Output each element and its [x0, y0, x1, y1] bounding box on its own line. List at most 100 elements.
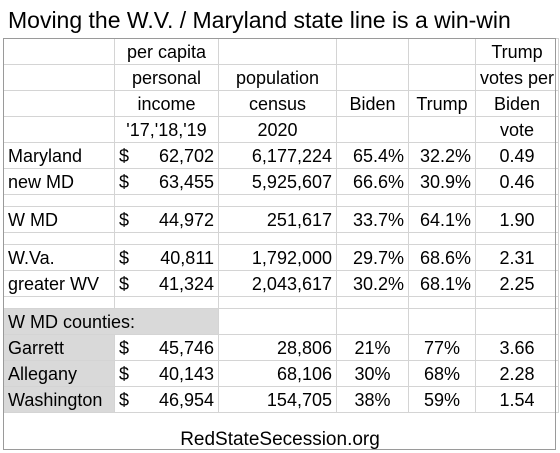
ratio-cell: 2.31 — [474, 244, 560, 271]
population-cell: 1,792,000 — [218, 244, 337, 271]
region-name: W.Va. — [3, 244, 115, 271]
income-value: 62,702 — [158, 145, 214, 166]
income-cell: $40,811 — [114, 244, 219, 271]
header-empty-cell — [3, 64, 115, 91]
income-value: 45,746 — [158, 337, 214, 358]
trump-cell: 68% — [408, 360, 476, 387]
table-row: Garrett $45,746 28,806 21% 77% 3.66 — [3, 334, 560, 361]
income-cell: $63,455 — [114, 168, 219, 195]
header-cell-biden: Biden — [336, 90, 409, 117]
biden-cell: 30% — [336, 360, 409, 387]
currency-symbol: $ — [119, 145, 130, 166]
header-empty-cell — [3, 90, 115, 117]
header-cell-population: census — [218, 90, 337, 117]
header-row: personal population votes per — [3, 64, 560, 91]
table-row: W.Va. $40,811 1,792,000 29.7% 68.6% 2.31 — [3, 244, 560, 271]
table-row: new MD $63,455 5,925,607 66.6% 30.9% 0.4… — [3, 168, 560, 195]
header-empty-cell — [408, 116, 476, 143]
table-row: Maryland $62,702 6,177,224 65.4% 32.2% 0… — [3, 142, 560, 169]
population-cell: 2,043,617 — [218, 270, 337, 297]
population-cell: 154,705 — [218, 386, 337, 413]
currency-symbol: $ — [119, 273, 130, 294]
header-cell-income: per capita — [114, 38, 219, 65]
population-cell: 6,177,224 — [218, 142, 337, 169]
trump-cell: 68.1% — [408, 270, 476, 297]
trump-cell: 32.2% — [408, 142, 476, 169]
region-name: Maryland — [3, 142, 115, 169]
header-empty-cell — [3, 116, 115, 143]
header-empty-cell — [408, 64, 476, 91]
region-name: new MD — [3, 168, 115, 195]
footer-source: RedStateSecession.org — [180, 429, 380, 450]
currency-symbol: $ — [119, 171, 130, 192]
income-cell: $40,143 — [114, 360, 219, 387]
currency-symbol: $ — [119, 337, 130, 358]
income-cell: $44,972 — [114, 206, 219, 233]
income-value: 40,811 — [160, 247, 214, 268]
biden-cell: 65.4% — [336, 142, 409, 169]
table-row: W MD $44,972 251,617 33.7% 64.1% 1.90 — [3, 206, 560, 233]
population-cell: 5,925,607 — [218, 168, 337, 195]
currency-symbol: $ — [119, 247, 130, 268]
header-cell-income: personal — [114, 64, 219, 91]
income-value: 63,455 — [158, 171, 214, 192]
header-row: per capita Trump — [3, 38, 560, 65]
currency-symbol: $ — [119, 209, 130, 230]
region-name: greater WV — [3, 270, 115, 297]
trump-cell: 30.9% — [408, 168, 476, 195]
ratio-cell: 3.66 — [474, 334, 560, 361]
header-cell-population: population — [218, 64, 337, 91]
counties-label: W MD counties: — [3, 308, 219, 335]
ratio-cell: 1.54 — [474, 386, 560, 413]
header-cell-income: '17,'18,'19 — [114, 116, 219, 143]
ratio-cell: 2.28 — [474, 360, 560, 387]
table-row: Washington $46,954 154,705 38% 59% 1.54 — [3, 386, 560, 413]
region-name: W MD — [3, 206, 115, 233]
header-row: income census Biden Trump Biden — [3, 90, 560, 117]
currency-symbol: $ — [119, 363, 130, 384]
header-cell-income: income — [114, 90, 219, 117]
ratio-cell: 0.46 — [474, 168, 560, 195]
trump-cell: 68.6% — [408, 244, 476, 271]
county-name: Garrett — [3, 334, 115, 361]
county-name: Washington — [3, 386, 115, 413]
page-title: Moving the W.V. / Maryland state line is… — [8, 7, 511, 33]
county-name: Allegany — [3, 360, 115, 387]
header-cell-ratio: vote — [474, 116, 560, 143]
population-cell: 28,806 — [218, 334, 337, 361]
income-value: 41,324 — [158, 273, 214, 294]
income-value: 46,954 — [158, 389, 214, 410]
header-cell-ratio: Biden — [474, 90, 560, 117]
biden-cell: 38% — [336, 386, 409, 413]
data-table: per capita Trump personal population vot… — [3, 38, 560, 413]
currency-symbol: $ — [119, 389, 130, 410]
biden-cell: 66.6% — [336, 168, 409, 195]
header-empty-cell — [218, 38, 337, 65]
biden-cell: 30.2% — [336, 270, 409, 297]
trump-cell: 59% — [408, 386, 476, 413]
spacer-row — [3, 194, 560, 207]
population-cell: 68,106 — [218, 360, 337, 387]
header-empty-cell — [336, 38, 409, 65]
header-cell-trump: Trump — [408, 90, 476, 117]
biden-cell: 21% — [336, 334, 409, 361]
biden-cell: 29.7% — [336, 244, 409, 271]
trump-cell: 64.1% — [408, 206, 476, 233]
header-row: '17,'18,'19 2020 vote — [3, 116, 560, 143]
table-row: greater WV $41,324 2,043,617 30.2% 68.1%… — [3, 270, 560, 297]
income-cell: $41,324 — [114, 270, 219, 297]
ratio-cell: 0.49 — [474, 142, 560, 169]
income-value: 40,143 — [158, 363, 214, 384]
trump-cell: 77% — [408, 334, 476, 361]
header-empty-cell — [336, 116, 409, 143]
income-cell: $46,954 — [114, 386, 219, 413]
income-cell: $62,702 — [114, 142, 219, 169]
counties-header-row: W MD counties: — [3, 308, 560, 335]
income-value: 44,972 — [158, 209, 214, 230]
header-cell-ratio: votes per — [474, 64, 560, 91]
income-cell: $45,746 — [114, 334, 219, 361]
header-empty-cell — [336, 64, 409, 91]
spacer-row — [3, 232, 560, 245]
header-cell-population: 2020 — [218, 116, 337, 143]
